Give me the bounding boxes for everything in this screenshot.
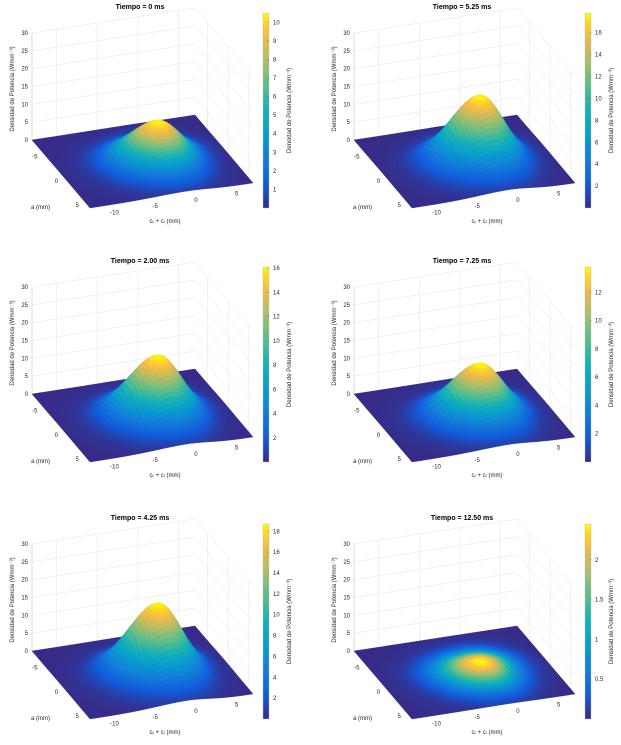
colorbar [585,13,591,208]
y-tick-label: -5 [32,155,38,161]
colorbar-tick-label: 10 [595,96,602,102]
x-tick-label: 0 [194,198,198,204]
x-tick-label: -10 [432,210,441,216]
colorbar-tick-label: 8 [595,118,599,124]
colorbar-tick-label: 4 [595,162,599,168]
y-tick-label: -5 [354,155,360,161]
grid-line [354,8,575,76]
z-tick-label: 20 [21,67,28,73]
y-tick-label: 5 [76,203,80,209]
z-axis-label: Densidad de Potencia (Wmm⁻³) [10,46,16,131]
grid-line [32,280,253,348]
colorbar-tick-label: 6 [595,140,599,146]
z-tick-label: 15 [343,85,350,91]
colorbar-tick-label: 7 [273,76,277,82]
y-tick-label: 0 [377,179,381,185]
grid-line [32,26,253,94]
grid-line [32,262,253,330]
grid-line [354,26,575,94]
colorbar-label: Densidad de Potencia (Wmm⁻³) [609,68,615,153]
x-axis-label: cᵣ + cₗ (mm) [150,219,181,225]
y-axis-label: a (mm) [353,205,372,211]
grid-line [354,44,575,112]
y-tick-label: 5 [398,203,402,209]
colorbar-tick-label: 5 [273,113,277,119]
colorbar-tick-label: 2 [273,169,277,175]
colorbar-tick-label: 6 [273,95,277,101]
x-tick-label: 5 [557,192,561,198]
y-tick-label: 0 [55,179,59,185]
x-tick-label: -10 [110,210,119,216]
x-tick-label: -5 [475,204,481,210]
z-tick-label: 15 [21,85,28,91]
colorbar-tick-label: 3 [273,150,277,156]
x-tick-label: 0 [516,198,520,204]
grid-line [32,298,253,366]
z-tick-label: 0 [25,138,29,144]
colorbar [263,13,269,208]
grid-line [32,8,253,76]
z-tick-label: 30 [21,31,28,37]
surface-mesh [32,355,253,462]
colorbar-tick-label: 10 [273,20,280,26]
colorbar-tick-label: 4 [273,132,277,138]
colorbar-tick-label: 14 [595,53,602,59]
z-tick-label: 20 [343,67,350,73]
colorbar-tick-label: 8 [273,57,277,63]
plot-title: Tiempo = 5.25 ms [433,4,492,11]
z-axis-label: Densidad de Potencia (Wmm⁻³) [332,46,338,131]
y-axis-label: a (mm) [31,205,50,211]
colorbar-tick-label: 2 [595,184,599,190]
surface-plot-panel: 0 5 10 15 20 25 30 -10 -5 0 5 -5 0 5 Tiempo = 5.25 ms c… [332,4,615,225]
x-tick-label: -5 [153,204,159,210]
colorbar-tick-label: 9 [273,39,277,45]
z-tick-label: 0 [347,138,351,144]
colorbar-tick-label: 16 [595,31,602,37]
z-tick-label: 25 [21,49,28,55]
surface-mesh [32,115,253,208]
z-tick-label: 30 [343,31,350,37]
z-tick-label: 5 [25,120,29,126]
colorbar-tick-label: 12 [595,75,602,81]
z-tick-label: 5 [347,120,351,126]
x-axis-label: cᵣ + cₗ (mm) [472,219,503,225]
colorbar-label: Densidad de Potencia (Wmm⁻³) [287,68,293,153]
z-tick-label: 25 [343,49,350,55]
grid-line [32,44,253,112]
x-tick-label: 5 [235,192,239,198]
z-tick-label: 10 [343,102,350,108]
grid-line [32,62,253,130]
plot-title: Tiempo = 0 ms [116,4,165,11]
z-tick-label: 10 [21,102,28,108]
colorbar-tick-label: 1 [273,187,277,193]
surface-mesh [354,95,575,208]
